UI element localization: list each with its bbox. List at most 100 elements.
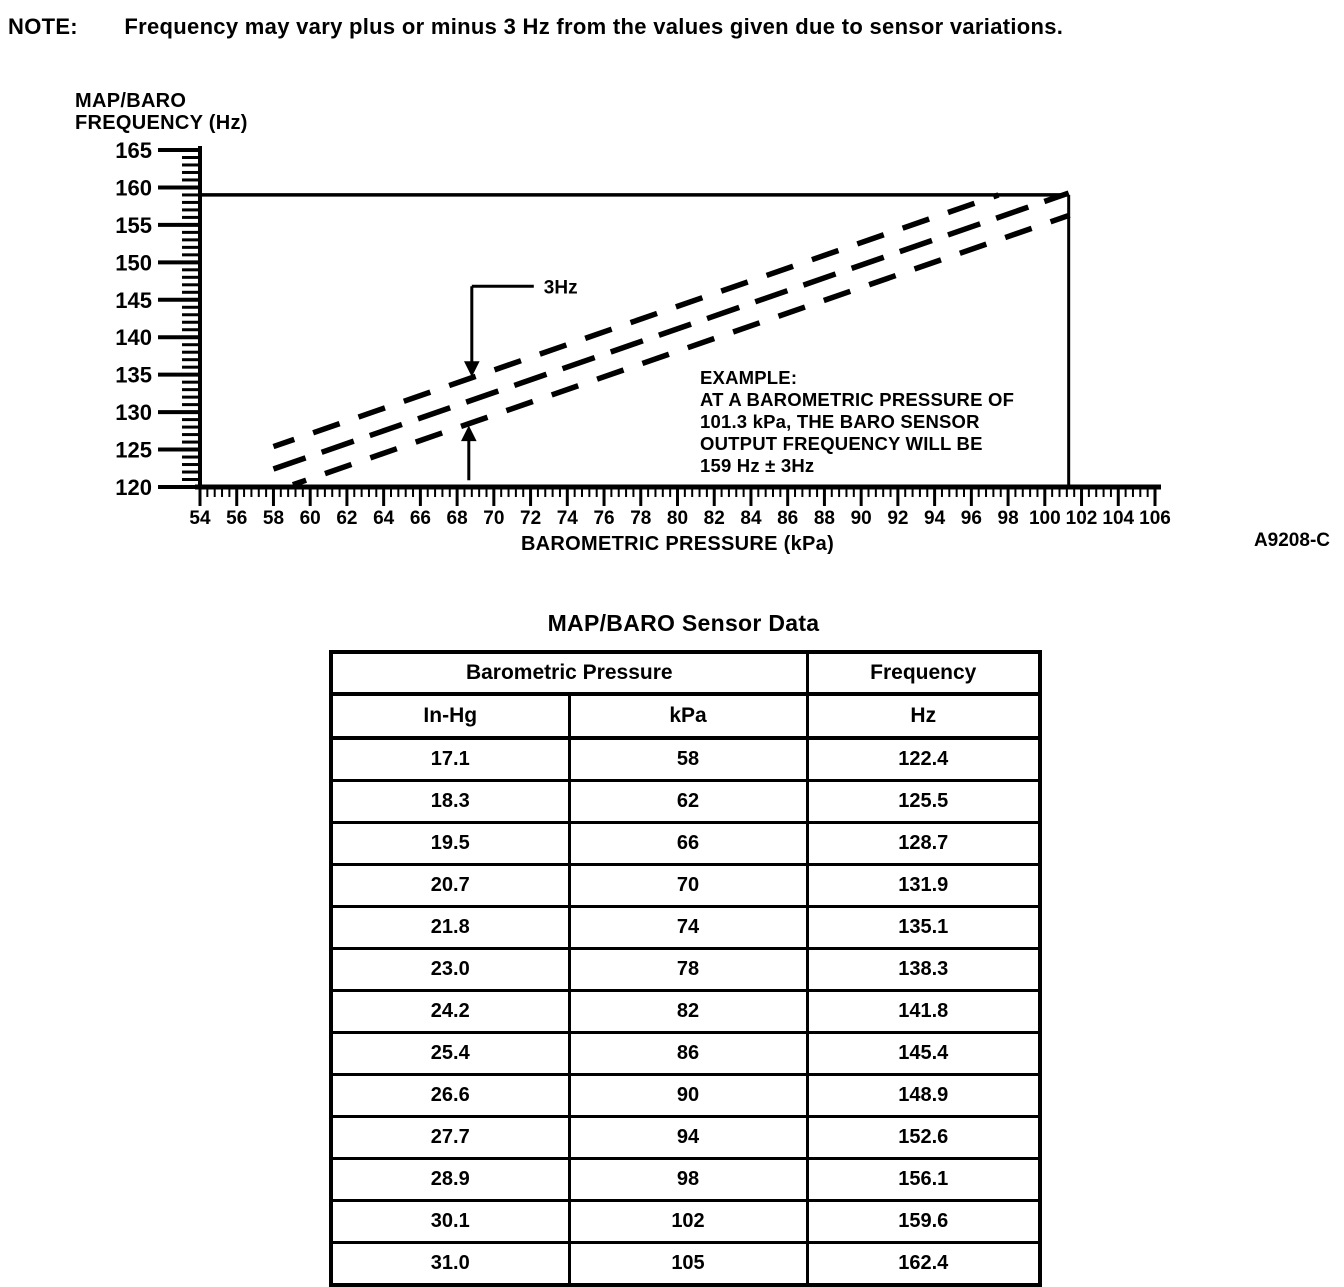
table-row: 23.0 78 138.3 bbox=[329, 947, 1042, 992]
x-tick-label: 66 bbox=[410, 508, 431, 529]
cell-in-hg: 30.1 bbox=[329, 1199, 571, 1244]
x-tick-label: 106 bbox=[1139, 508, 1171, 529]
nominal-frequency-line bbox=[272, 190, 1070, 472]
table-row: 17.1 58 122.4 bbox=[329, 736, 1042, 782]
cell-in-hg: 31.0 bbox=[329, 1241, 571, 1287]
cell-hz: 141.8 bbox=[805, 989, 1042, 1034]
table-row: 26.6 90 148.9 bbox=[329, 1073, 1042, 1118]
x-tick-label: 94 bbox=[924, 508, 946, 529]
cell-in-hg: 28.9 bbox=[329, 1157, 571, 1202]
cell-kpa: 74 bbox=[567, 905, 809, 950]
x-tick-label: 54 bbox=[189, 508, 211, 529]
x-tick-label: 64 bbox=[373, 508, 395, 529]
note-text: Frequency may vary plus or minus 3 Hz fr… bbox=[124, 14, 1064, 39]
upper-tolerance-line bbox=[272, 192, 1000, 450]
x-tick-label: 84 bbox=[740, 508, 762, 529]
x-tick-label: 88 bbox=[814, 508, 835, 529]
cell-kpa: 86 bbox=[567, 1031, 809, 1076]
example-text-line: 101.3 kPa, THE BARO SENSOR bbox=[700, 411, 980, 432]
cell-in-hg: 24.2 bbox=[329, 989, 571, 1034]
example-crosshair bbox=[200, 193, 1071, 487]
cell-hz: 125.5 bbox=[805, 779, 1042, 824]
x-tick-label: 82 bbox=[704, 508, 725, 529]
x-tick-label: 70 bbox=[483, 508, 504, 529]
column-label: kPa bbox=[567, 692, 809, 740]
x-tick-label: 56 bbox=[226, 508, 247, 529]
table-column-header: In-Hg kPa Hz bbox=[329, 692, 1042, 740]
cell-in-hg: 27.7 bbox=[329, 1115, 571, 1160]
table-row: 20.7 70 131.9 bbox=[329, 863, 1042, 908]
y-tick-label: 155 bbox=[115, 213, 152, 238]
x-tick-label: 80 bbox=[667, 508, 688, 529]
y-tick-label: 130 bbox=[115, 400, 152, 425]
x-axis-title: BAROMETRIC PRESSURE (kPa) bbox=[521, 533, 834, 555]
cell-in-hg: 23.0 bbox=[329, 947, 571, 992]
cell-kpa: 98 bbox=[567, 1157, 809, 1202]
y-tick-label: 150 bbox=[115, 250, 152, 275]
x-tick-label: 78 bbox=[630, 508, 651, 529]
tolerance-annotation: 3Hz bbox=[460, 277, 578, 481]
y-tick-label: 145 bbox=[115, 288, 152, 313]
x-tick-label: 90 bbox=[851, 508, 872, 529]
cell-hz: 159.6 bbox=[805, 1199, 1042, 1244]
cell-in-hg: 20.7 bbox=[329, 863, 571, 908]
lower-tolerance-line bbox=[291, 212, 1071, 488]
column-label: In-Hg bbox=[329, 692, 571, 740]
table-row: 19.5 66 128.7 bbox=[329, 821, 1042, 866]
arrowhead-down bbox=[463, 361, 480, 377]
column-group-label: Frequency bbox=[805, 650, 1042, 696]
table-row: 24.2 82 141.8 bbox=[329, 989, 1042, 1034]
x-tick-label: 86 bbox=[777, 508, 798, 529]
table-row: 25.4 86 145.4 bbox=[329, 1031, 1042, 1076]
cell-hz: 122.4 bbox=[805, 736, 1042, 782]
cell-in-hg: 18.3 bbox=[329, 779, 571, 824]
example-text-line: EXAMPLE: bbox=[700, 367, 797, 388]
table-row: 30.1 102 159.6 bbox=[329, 1199, 1042, 1244]
x-tick-label: 76 bbox=[593, 508, 614, 529]
cell-hz: 148.9 bbox=[805, 1073, 1042, 1118]
cell-kpa: 62 bbox=[567, 779, 809, 824]
example-text-line: AT A BAROMETRIC PRESSURE OF bbox=[700, 389, 1014, 410]
example-text-line: 159 Hz ± 3Hz bbox=[700, 455, 814, 476]
x-tick-label: 62 bbox=[336, 508, 357, 529]
cell-kpa: 70 bbox=[567, 863, 809, 908]
cell-kpa: 90 bbox=[567, 1073, 809, 1118]
x-tick-label: 60 bbox=[300, 508, 321, 529]
table-row: 28.9 98 156.1 bbox=[329, 1157, 1042, 1202]
cell-hz: 145.4 bbox=[805, 1031, 1042, 1076]
table-row: 18.3 62 125.5 bbox=[329, 779, 1042, 824]
x-tick-label: 100 bbox=[1029, 508, 1061, 529]
x-tick-label: 96 bbox=[961, 508, 982, 529]
cell-hz: 135.1 bbox=[805, 905, 1042, 950]
table-group-header: Barometric Pressure Frequency bbox=[329, 650, 1042, 696]
y-tick-label: 160 bbox=[115, 175, 152, 200]
cell-kpa: 105 bbox=[567, 1241, 809, 1287]
table-row: 31.0 105 162.4 bbox=[329, 1241, 1042, 1287]
table-row: 21.8 74 135.1 bbox=[329, 905, 1042, 950]
x-tick-label: 102 bbox=[1066, 508, 1098, 529]
cell-in-hg: 17.1 bbox=[329, 736, 571, 782]
manual-page: { "note": { "label": "NOTE:", "text": "F… bbox=[8, 14, 1331, 1287]
frequency-lines bbox=[272, 190, 1071, 488]
cell-hz: 138.3 bbox=[805, 947, 1042, 992]
y-tick-label: 165 bbox=[115, 138, 152, 163]
column-label: Hz bbox=[805, 692, 1042, 740]
cell-kpa: 94 bbox=[567, 1115, 809, 1160]
sensor-data-table: Barometric Pressure Frequency In-Hg kPa Hz … bbox=[329, 650, 1043, 1287]
cell-hz: 156.1 bbox=[805, 1157, 1042, 1202]
example-text-line: OUTPUT FREQUENCY WILL BE bbox=[700, 433, 983, 454]
table-title: MAP/BARO Sensor Data bbox=[547, 610, 820, 636]
arrowhead-up bbox=[460, 425, 477, 442]
cell-in-hg: 21.8 bbox=[329, 905, 571, 950]
x-tick-label: 68 bbox=[447, 508, 468, 529]
cell-kpa: 82 bbox=[567, 989, 809, 1034]
y-tick-label: 135 bbox=[115, 363, 152, 388]
cell-hz: 152.6 bbox=[805, 1115, 1042, 1160]
axes: 120 125 130 135 140 145 150 155 160 165 54 56 58 60 62… bbox=[115, 138, 1171, 529]
note-label: NOTE: bbox=[8, 14, 78, 39]
tolerance-label: 3Hz bbox=[544, 277, 578, 298]
cell-hz: 162.4 bbox=[805, 1241, 1042, 1287]
note: NOTE: Frequency may vary plus or minus 3… bbox=[8, 14, 1328, 40]
y-tick-label: 120 bbox=[115, 475, 152, 500]
